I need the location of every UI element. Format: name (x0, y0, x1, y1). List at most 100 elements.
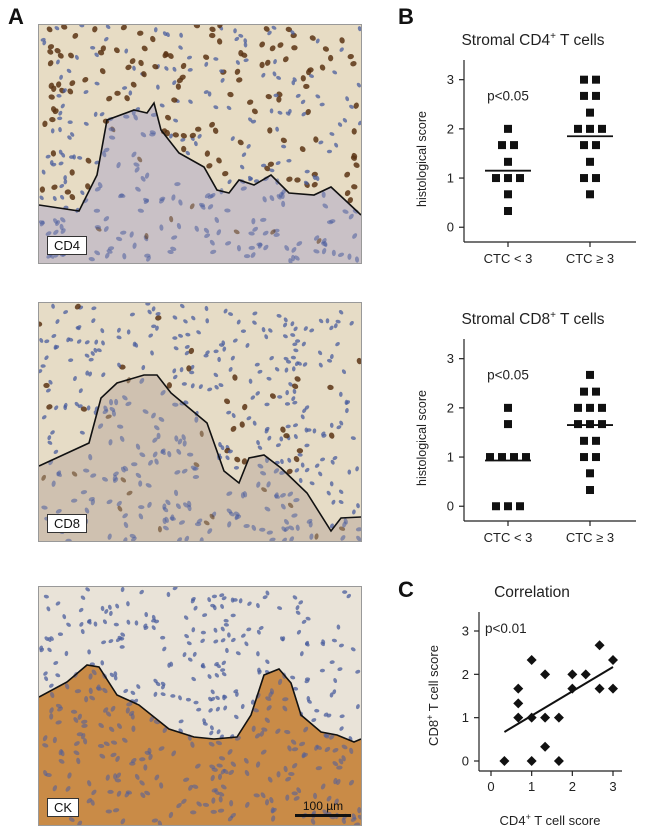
cell-nucleus (136, 684, 141, 689)
cell-nucleus (257, 369, 263, 374)
cell-nucleus (56, 470, 62, 477)
cell-nucleus (44, 636, 49, 641)
cell-nucleus (129, 312, 135, 317)
cell-nucleus (73, 741, 80, 746)
cell-nucleus (129, 231, 134, 238)
cell-nucleus (227, 632, 231, 638)
cell-nucleus (290, 333, 296, 337)
cell-nucleus (216, 729, 221, 735)
cell-nucleus (230, 136, 235, 141)
data-point (567, 683, 578, 694)
cell-nucleus (171, 194, 176, 201)
cell-nucleus (293, 326, 298, 332)
cell-nucleus (223, 622, 229, 627)
cell-nucleus (91, 669, 97, 676)
cell-nucleus (314, 533, 319, 540)
cell-nucleus (42, 735, 48, 742)
cell-nucleus (41, 474, 46, 481)
stain-label-cd4: CD4 (47, 236, 88, 255)
cell-nucleus (306, 518, 313, 524)
cell-nucleus (332, 761, 339, 767)
cell-nucleus (280, 426, 286, 433)
data-point (598, 420, 606, 429)
cell-nucleus (148, 333, 154, 338)
cell-nucleus (186, 452, 194, 457)
data-point (522, 453, 530, 462)
cell-nucleus (241, 52, 248, 58)
cell-nucleus (319, 668, 325, 673)
cell-nucleus (72, 32, 79, 39)
cell-nucleus (77, 820, 83, 825)
cell-nucleus (266, 376, 272, 381)
cell-nucleus (112, 471, 119, 477)
cell-nucleus (276, 194, 282, 200)
cell-nucleus (162, 525, 169, 531)
cell-nucleus (246, 416, 252, 421)
cell-nucleus (209, 730, 214, 736)
epithelium-region (39, 103, 361, 263)
chart-stromal-cd8-svg: Stromal CD8+ T cells 0 1 2 3 histological sc… (415, 310, 636, 545)
cell-nucleus (355, 669, 361, 674)
cell-nucleus (94, 225, 102, 230)
cell-nucleus (192, 784, 199, 789)
cell-nucleus (53, 229, 59, 235)
cell-nucleus (120, 25, 127, 31)
cell-nucleus (218, 791, 225, 797)
data-point (598, 403, 606, 412)
cell-nucleus (212, 127, 219, 134)
cell-nucleus (217, 808, 225, 813)
cell-nucleus (55, 703, 63, 709)
cell-nucleus (80, 490, 88, 495)
cell-nucleus (43, 671, 48, 676)
cell-nucleus (209, 239, 215, 246)
cell-nucleus (275, 161, 281, 166)
cell-nucleus (159, 196, 166, 202)
cell-nucleus (103, 216, 110, 222)
data-point (553, 756, 564, 766)
cell-nucleus (221, 596, 227, 601)
cell-nucleus (260, 217, 267, 222)
cell-nucleus (356, 82, 361, 88)
cell-nucleus (84, 695, 89, 703)
cell-nucleus (293, 423, 299, 428)
cell-nucleus (80, 190, 85, 196)
cell-nucleus (277, 42, 284, 48)
cell-nucleus (40, 37, 46, 42)
cell-nucleus (322, 203, 329, 209)
cell-nucleus (293, 796, 300, 801)
cell-nucleus (329, 422, 334, 428)
cell-nucleus (81, 733, 86, 740)
cell-nucleus (162, 646, 167, 652)
cell-nucleus (135, 186, 141, 192)
data-point (513, 712, 524, 723)
cell-nucleus (288, 771, 295, 776)
cell-nucleus (166, 591, 171, 598)
cell-nucleus (159, 103, 165, 108)
cell-nucleus (196, 518, 203, 524)
cell-nucleus (217, 38, 223, 45)
cell-nucleus (88, 673, 93, 680)
cell-nucleus (108, 639, 114, 644)
cell-nucleus (350, 155, 357, 161)
cell-nucleus (187, 657, 193, 662)
cell-nucleus (174, 435, 179, 442)
cell-nucleus (301, 112, 307, 117)
cell-nucleus (66, 337, 71, 343)
cell-nucleus (224, 398, 231, 405)
data-point (574, 124, 582, 133)
cell-nucleus (290, 675, 296, 680)
cell-nucleus (151, 818, 159, 823)
cell-nucleus (315, 175, 320, 182)
cell-nucleus (265, 659, 270, 665)
cell-nucleus (46, 388, 51, 393)
cell-nucleus (234, 68, 241, 75)
cell-nucleus (161, 684, 165, 690)
cell-nucleus (346, 593, 352, 599)
cell-nucleus (180, 137, 186, 142)
cell-nucleus (227, 521, 232, 528)
cell-nucleus (190, 741, 195, 748)
cell-nucleus (276, 771, 281, 778)
cell-nucleus (75, 326, 81, 331)
epithelium-boundary (39, 664, 361, 743)
cell-nucleus (45, 231, 52, 236)
